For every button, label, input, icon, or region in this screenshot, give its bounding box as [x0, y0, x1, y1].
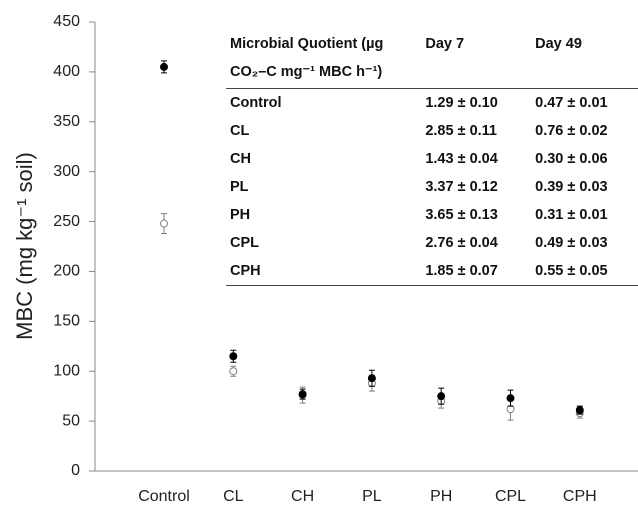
table-cell: 0.31 ± 0.01	[535, 207, 608, 223]
y-tick-label: 150	[53, 313, 80, 330]
table-cell: Microbial Quotient (µg CO₂–C mg⁻¹ MBC h⁻…	[226, 30, 422, 89]
y-tick-label: 450	[53, 13, 80, 30]
x-tick-label: CL	[223, 488, 244, 505]
table-row: CH 1.43 ± 0.04 0.30 ± 0.06	[226, 145, 638, 173]
table-cell: 2.76 ± 0.04	[425, 235, 498, 251]
table-cell: 1.43 ± 0.04	[425, 151, 498, 167]
marker	[437, 392, 446, 401]
marker	[160, 62, 168, 71]
y-tick-label: 400	[53, 63, 80, 80]
x-tick-label: CPH	[563, 488, 597, 505]
y-tick-label: 300	[53, 163, 80, 180]
y-tick-label: 200	[53, 263, 80, 280]
table-cell: Control	[230, 95, 282, 111]
table-cell: CL	[230, 123, 250, 139]
table-row: Microbial Quotient (µg CO₂–C mg⁻¹ MBC h⁻…	[226, 30, 638, 89]
table-cell: CPH	[226, 257, 422, 286]
x-tick-label: Control	[138, 488, 190, 505]
y-axis-title: MBC (mg kg⁻¹ soil)	[12, 152, 37, 340]
marker	[229, 367, 238, 376]
marker	[367, 374, 376, 383]
table-cell: 0.39 ± 0.03	[535, 179, 608, 195]
table-row: CPH 1.85 ± 0.07 0.55 ± 0.05	[226, 257, 638, 286]
table-cell: Day 7	[421, 30, 532, 89]
table-cell: 0.49 ± 0.03	[535, 235, 608, 251]
table-cell: 3.37 ± 0.12	[425, 179, 498, 195]
marker	[575, 406, 584, 415]
table-cell: 0.55 ± 0.05	[531, 257, 638, 286]
table-cell: PL	[230, 179, 249, 195]
y-tick-label: 50	[62, 412, 80, 429]
table-row: PH 3.65 ± 0.13 0.31 ± 0.01	[226, 201, 638, 229]
table-cell: 2.85 ± 0.11	[425, 123, 498, 139]
marker	[160, 219, 168, 228]
table-cell: CH	[230, 151, 251, 167]
table-cell: 0.76 ± 0.02	[535, 123, 608, 139]
y-tick-label: 250	[53, 213, 80, 230]
table-cell: Day 49	[531, 30, 638, 89]
x-tick-label: CPL	[495, 488, 526, 505]
table-cell: PH	[230, 207, 251, 223]
marker	[298, 390, 307, 399]
table-cell: CPL	[230, 235, 259, 251]
y-tick-label: 350	[53, 113, 80, 130]
marker	[506, 394, 515, 403]
table-cell: 3.65 ± 0.13	[425, 207, 498, 223]
x-tick-label: CH	[291, 488, 314, 505]
y-tick-label: 0	[71, 462, 80, 479]
table-cell: 0.47 ± 0.01	[535, 95, 608, 111]
marker	[229, 352, 238, 361]
table-cell: 1.29 ± 0.10	[425, 95, 498, 111]
table-cell: 0.30 ± 0.06	[535, 151, 608, 167]
x-tick-label: PL	[362, 488, 382, 505]
table-row: CPL 2.76 ± 0.04 0.49 ± 0.03	[226, 229, 638, 257]
y-tick-label: 100	[53, 362, 80, 379]
x-tick-label: PH	[430, 488, 452, 505]
table-row: PL 3.37 ± 0.12 0.39 ± 0.03	[226, 173, 638, 201]
table-row: CL 2.85 ± 0.11 0.76 ± 0.02	[226, 117, 638, 145]
table-cell: 1.85 ± 0.07	[421, 257, 532, 286]
table-row: Control 1.29 ± 0.10 0.47 ± 0.01	[226, 89, 638, 118]
marker	[506, 405, 515, 414]
table: Microbial Quotient (µg CO₂–C mg⁻¹ MBC h⁻…	[226, 30, 638, 286]
